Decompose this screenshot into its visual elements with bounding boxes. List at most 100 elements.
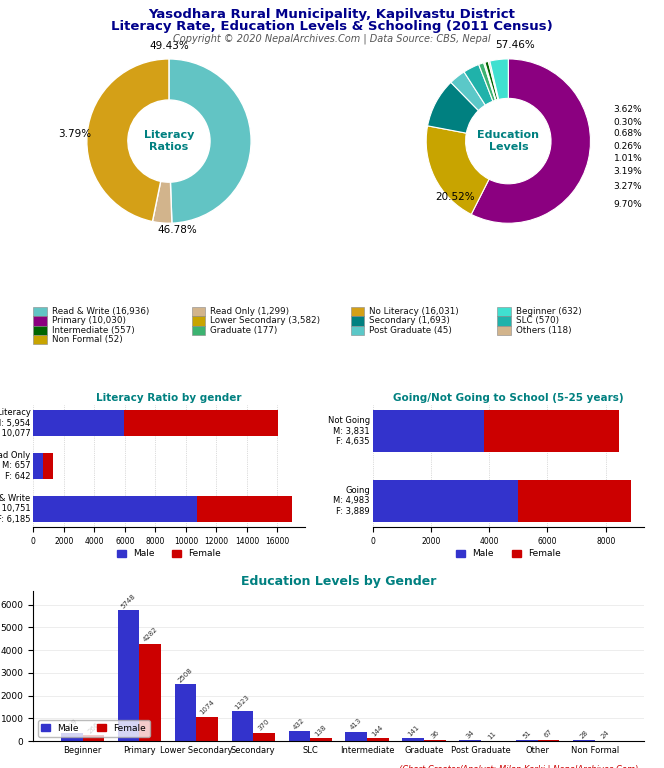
Bar [124,410,278,436]
Wedge shape [169,59,251,223]
Bar [253,733,275,741]
Text: Yasodhara Rural Municipality, Kapilvastu District: Yasodhara Rural Municipality, Kapilvastu… [149,8,515,21]
Text: 3.27%: 3.27% [614,182,642,190]
Text: Beginner (632): Beginner (632) [516,307,582,316]
Text: Education
Levels: Education Levels [477,131,539,152]
Bar [61,733,82,741]
Bar [33,335,46,344]
Wedge shape [488,61,499,100]
Bar [139,644,161,741]
Wedge shape [485,61,498,100]
Text: 20.52%: 20.52% [435,192,475,202]
Wedge shape [471,59,590,223]
Bar [43,453,53,478]
Wedge shape [428,82,479,133]
Title: Literacy Ratio by gender: Literacy Ratio by gender [96,392,242,402]
Bar [345,732,367,741]
Wedge shape [490,59,509,100]
Wedge shape [479,63,495,101]
Text: 138: 138 [314,723,328,737]
Text: 1.01%: 1.01% [614,154,642,163]
Text: 4282: 4282 [142,627,159,643]
Wedge shape [451,72,485,111]
Text: 266: 266 [86,721,100,734]
Text: 49.43%: 49.43% [149,41,189,51]
Text: (Chart Creator/Analyst: Milan Karki | NepalArchives.Com): (Chart Creator/Analyst: Milan Karki | Ne… [398,765,638,768]
Text: Primary (10,030): Primary (10,030) [52,316,125,326]
Bar [424,740,446,741]
Bar [33,326,46,335]
Bar [289,731,310,741]
Title: Going/Not Going to School (5-25 years): Going/Not Going to School (5-25 years) [393,392,623,402]
Text: 0.30%: 0.30% [614,118,642,127]
Text: 28: 28 [578,730,589,740]
Bar [175,684,197,741]
Text: 369: 369 [65,718,78,732]
Legend: Male, Female: Male, Female [38,720,150,737]
Text: 1074: 1074 [199,699,216,716]
Bar [232,711,253,741]
Legend: Male, Female: Male, Female [113,545,225,562]
Wedge shape [153,181,172,223]
Bar [118,611,139,741]
Legend: Male, Female: Male, Female [452,545,564,562]
Text: Graduate (177): Graduate (177) [210,326,278,335]
Bar [310,738,332,741]
Text: Lower Secondary (3,582): Lower Secondary (3,582) [210,316,321,326]
Bar [33,316,46,326]
Bar [538,740,559,741]
Wedge shape [87,59,169,221]
Text: 370: 370 [257,718,271,732]
Text: 36: 36 [430,729,440,740]
Text: Post Graduate (45): Post Graduate (45) [369,326,452,335]
Text: 413: 413 [349,717,363,731]
Text: Secondary (1,693): Secondary (1,693) [369,316,450,326]
Wedge shape [464,65,493,105]
Text: 0.68%: 0.68% [614,129,642,138]
Text: Read Only (1,299): Read Only (1,299) [210,307,290,316]
Bar [351,307,365,316]
Text: Non Formal (52): Non Formal (52) [52,335,122,344]
Text: 144: 144 [371,723,384,737]
Bar [197,496,291,521]
Bar [497,316,511,326]
Bar [33,496,197,521]
Wedge shape [483,62,496,101]
Text: 3.19%: 3.19% [614,167,642,176]
Text: 67: 67 [543,728,554,739]
Bar [516,740,538,741]
Bar [373,410,484,452]
Bar [82,735,104,741]
Text: 2508: 2508 [177,667,194,684]
Bar [33,410,124,436]
Text: SLC (570): SLC (570) [516,316,559,326]
Text: 5748: 5748 [120,593,137,610]
Bar [33,307,46,316]
Bar [351,316,365,326]
Text: 1323: 1323 [234,694,251,710]
Bar [33,453,43,478]
Text: 34: 34 [465,730,475,740]
Text: Others (118): Others (118) [516,326,572,335]
Text: 46.78%: 46.78% [157,225,197,235]
Text: 432: 432 [293,717,306,730]
Bar [459,740,481,741]
Title: Education Levels by Gender: Education Levels by Gender [241,575,436,588]
Bar [518,480,631,521]
Bar [373,480,518,521]
Text: 24: 24 [600,730,611,740]
Bar [192,316,205,326]
Text: 57.46%: 57.46% [495,40,535,50]
Bar [497,307,511,316]
Bar [192,307,205,316]
Bar [197,717,218,741]
Text: 141: 141 [406,723,420,737]
Text: 9.70%: 9.70% [614,200,642,209]
Text: 51: 51 [522,729,533,740]
Bar [497,326,511,335]
Text: 0.26%: 0.26% [614,142,642,151]
Text: Read & Write (16,936): Read & Write (16,936) [52,307,149,316]
Text: 3.62%: 3.62% [614,104,642,114]
Text: No Literacy (16,031): No Literacy (16,031) [369,307,459,316]
Bar [402,738,424,741]
